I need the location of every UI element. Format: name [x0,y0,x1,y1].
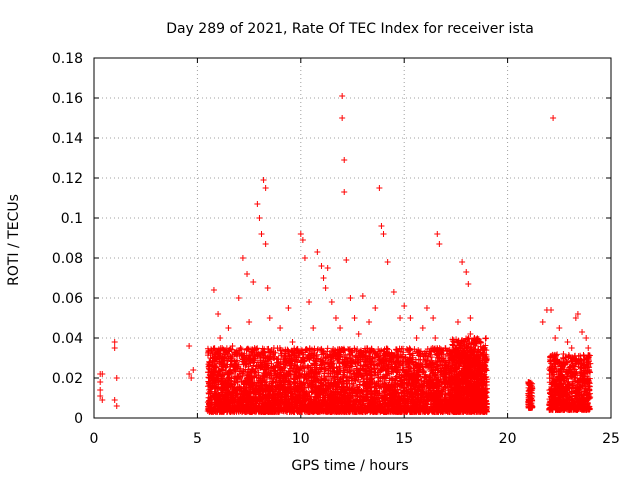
data-point [373,352,380,359]
data-point [405,363,412,370]
data-point [352,353,359,360]
data-points [97,93,594,415]
data-point [306,401,313,408]
data-point [414,349,421,356]
data-point [346,350,353,357]
data-point [274,356,281,363]
data-point [356,381,363,388]
chart-title: Day 289 of 2021, Rate Of TEC Index for r… [166,21,534,37]
data-point [237,345,244,352]
data-point [375,346,382,353]
data-point [346,351,353,358]
data-point [205,348,212,355]
data-point [324,359,331,366]
data-point [234,364,241,371]
data-point [323,354,330,361]
data-point [324,345,331,352]
data-point [238,378,245,385]
data-point [271,355,278,362]
data-point [238,346,245,353]
data-point [325,370,332,377]
data-point [321,365,328,372]
data-point [442,353,449,360]
data-point [378,347,385,354]
data-point [291,376,298,383]
data-point [421,375,428,382]
